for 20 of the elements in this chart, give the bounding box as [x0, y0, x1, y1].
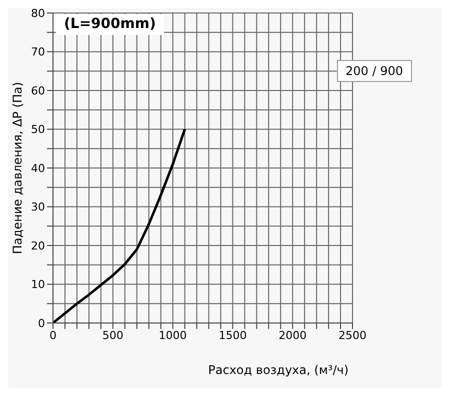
y-tick-label: 50: [31, 123, 45, 136]
y-tick-label: 30: [31, 200, 45, 214]
y-tick-label: 10: [31, 278, 45, 292]
chart-title: (L=900mm): [56, 14, 164, 35]
y-tick-label: 20: [31, 239, 45, 252]
y-axis-title: Падение давления, ΔP (Па): [10, 82, 24, 254]
x-tick-label: 1500: [218, 328, 247, 342]
y-tick-label: 70: [31, 46, 45, 59]
y-tick-label: 80: [31, 6, 45, 20]
y-tick-label: 40: [31, 162, 45, 175]
x-tick-label: 1000: [158, 328, 187, 342]
x-tick-label: 2500: [338, 328, 367, 342]
x-tick-label: 2000: [278, 328, 307, 342]
y-tick-label: 0: [38, 316, 45, 330]
line-series: [53, 128, 186, 323]
x-tick-label: 0: [50, 328, 56, 342]
x-axis-title: Расход воздуха, (м³/ч): [208, 363, 349, 377]
y-tick-label: 60: [31, 84, 45, 98]
x-tick-label: 500: [102, 328, 124, 342]
text: 200 / 900: [346, 64, 403, 78]
